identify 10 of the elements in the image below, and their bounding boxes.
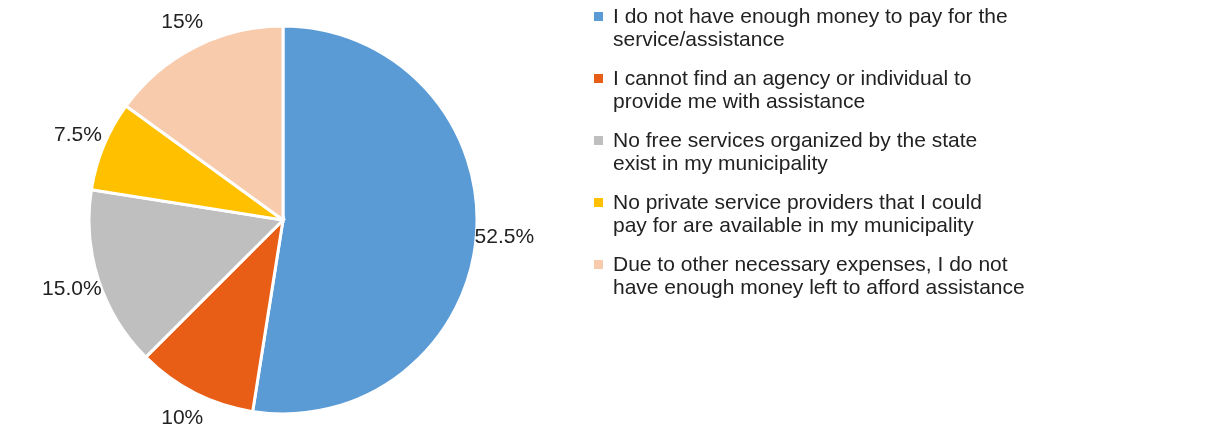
legend-label: Due to other necessary expenses, I do not have enough money left to afford assistance: [613, 251, 1025, 298]
legend-label: I do not have enough money to pay for the service/assistance: [613, 3, 1008, 50]
data-label: 15%: [161, 9, 204, 33]
data-label: 7.5%: [53, 122, 102, 146]
legend-label: I cannot find an agency or individual to provide me with assistance: [613, 65, 972, 112]
data-label: 10%: [161, 404, 204, 428]
data-label: 15.0%: [42, 275, 102, 299]
legend-label: No private service providers that I could pay for are available in my municipality: [613, 189, 982, 236]
legend-label: No free services organized by the state exist in my municipality: [613, 127, 978, 174]
data-label: 52.5%: [474, 224, 535, 248]
